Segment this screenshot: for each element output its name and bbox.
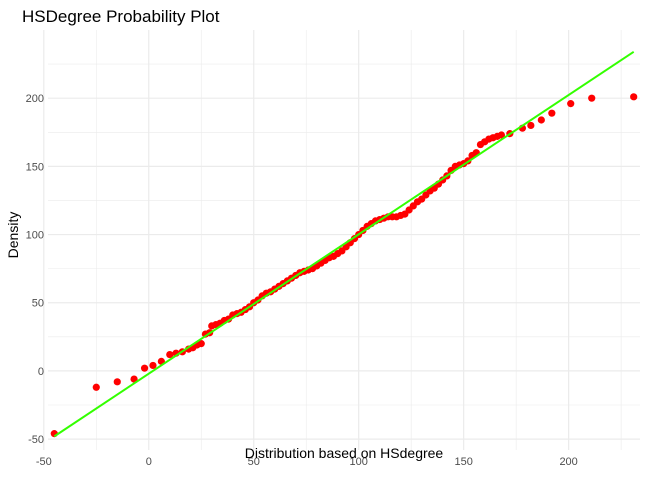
y-tick-labels: -50 0 50 100 150 200 — [26, 93, 44, 446]
chart-title: HSDegree Probability Plot — [22, 7, 220, 26]
x-tick-label: -50 — [36, 456, 52, 468]
x-tick-label: 200 — [559, 456, 577, 468]
data-point — [548, 109, 556, 117]
data-point — [197, 340, 205, 348]
y-tick-label: 0 — [38, 366, 44, 378]
data-point — [588, 94, 596, 102]
data-point — [149, 361, 157, 370]
gridlines — [43, 30, 640, 450]
x-tick-labels: -50 0 50 100 150 200 — [36, 456, 578, 468]
data-point — [497, 131, 506, 139]
data-point — [567, 100, 575, 108]
y-tick-label: 100 — [26, 230, 44, 242]
y-tick-label: 50 — [32, 298, 44, 310]
x-tick-label: 100 — [350, 456, 368, 468]
x-tick-label: 0 — [146, 456, 152, 468]
x-tick-label: 150 — [454, 456, 472, 468]
y-tick-label: 150 — [26, 161, 44, 173]
data-point — [527, 121, 535, 130]
y-tick-label: 200 — [26, 93, 44, 105]
data-point — [630, 93, 638, 101]
x-axis-title: Distribution based on HSdegree — [245, 445, 444, 461]
x-tick-label: 50 — [248, 456, 260, 468]
y-axis-title: Density — [5, 212, 21, 259]
data-point — [537, 116, 545, 124]
data-point — [166, 350, 174, 359]
data-point — [113, 378, 121, 386]
y-tick-label: -50 — [28, 434, 44, 446]
data-point — [130, 375, 138, 383]
data-point — [92, 383, 100, 391]
reference-line — [53, 50, 635, 438]
data-point — [140, 364, 149, 372]
